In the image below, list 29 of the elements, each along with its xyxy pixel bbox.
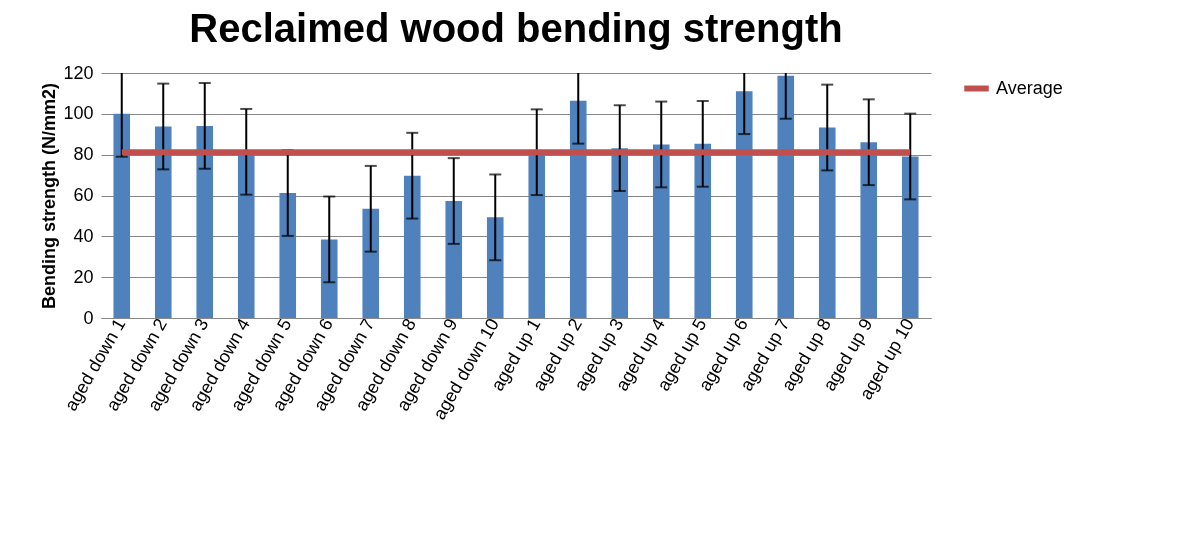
y-tick-label: 100 <box>63 103 94 124</box>
bar <box>196 125 214 318</box>
bar <box>652 144 670 318</box>
y-tick-label: 40 <box>73 225 94 246</box>
bar <box>320 239 338 318</box>
chart-title: Reclaimed wood bending strength <box>189 6 843 50</box>
legend-label: Average <box>996 77 1063 98</box>
y-axis-title: Bending strength (N/mm2) <box>39 82 60 310</box>
bar <box>486 217 504 318</box>
bar <box>528 152 546 318</box>
bar <box>901 156 919 318</box>
bar <box>777 75 795 318</box>
y-tick-label: 120 <box>63 62 94 83</box>
bar <box>694 143 712 318</box>
bar <box>735 91 753 318</box>
bar <box>860 142 878 318</box>
y-tick-label: 0 <box>83 307 94 328</box>
bar <box>818 127 836 318</box>
bar <box>113 113 131 318</box>
bar <box>445 201 463 318</box>
y-tick-label: 20 <box>73 266 94 287</box>
bar <box>403 175 421 318</box>
bar <box>279 193 297 318</box>
bar <box>611 148 629 318</box>
y-tick-label: 80 <box>73 144 94 165</box>
y-tick-label: 60 <box>73 185 94 205</box>
bar <box>362 208 380 318</box>
bar <box>154 126 172 318</box>
bar <box>569 100 587 318</box>
